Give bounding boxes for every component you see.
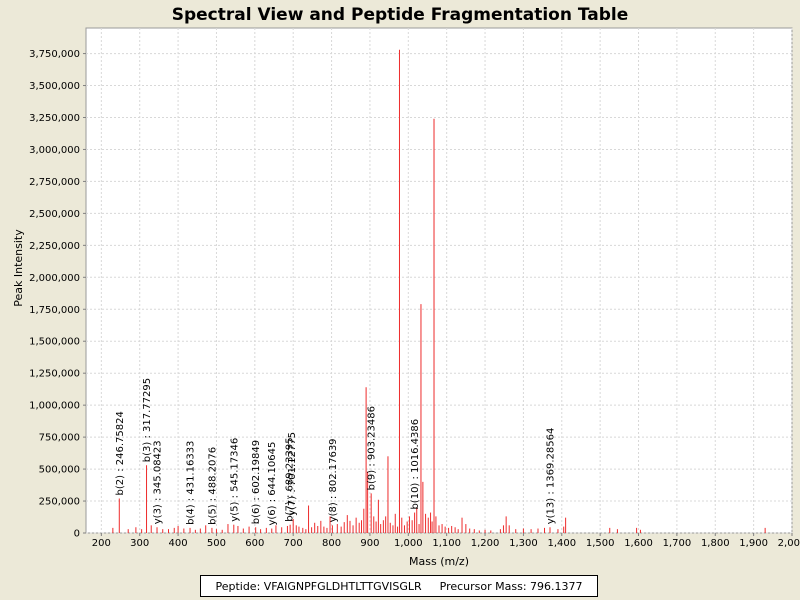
- y-tick-label: 1,750,000: [29, 305, 80, 316]
- peaks: [112, 49, 766, 533]
- y-tick-label: 250,000: [39, 497, 80, 508]
- fragment-label: b(10) : 1016.4386: [410, 419, 421, 510]
- fragment-label: b(7) : 689.23395: [284, 437, 295, 521]
- x-tick-label: 1,600: [624, 538, 653, 549]
- x-tick-label: 400: [169, 538, 188, 549]
- x-tick-label: 1,300: [509, 538, 538, 549]
- y-tick-label: 3,250,000: [29, 113, 80, 124]
- y-tick-label: 1,500,000: [29, 337, 80, 348]
- x-tick-label: 1,800: [701, 538, 730, 549]
- x-tick-label: 1,000: [394, 538, 423, 549]
- y-tick-label: 2,000,000: [29, 273, 80, 284]
- y-tick-label: 3,750,000: [29, 49, 80, 60]
- x-axis-ticks: 200 300 400 500 600 700 800 900 1,000 1,100 1,200 1…: [92, 533, 800, 549]
- y-tick-label: 2,750,000: [29, 177, 80, 188]
- x-tick-label: 1,200: [471, 538, 500, 549]
- y-tick-label: 3,500,000: [29, 81, 80, 92]
- plot-area: [85, 27, 793, 534]
- y-tick-label: 1,250,000: [29, 369, 80, 380]
- y-tick-label: 0: [74, 529, 80, 540]
- x-tick-label: 1,500: [586, 538, 615, 549]
- x-tick-label: 1,900: [739, 538, 768, 549]
- x-tick-label: 1,400: [547, 538, 576, 549]
- peptide-sequence: Peptide: VFAIGNPFGLDHTLTTGVISGLR: [215, 579, 422, 593]
- y-tick-label: 1,000,000: [29, 401, 80, 412]
- y-axis-label: Peak Intensity: [12, 229, 25, 307]
- x-tick-label: 600: [245, 538, 264, 549]
- fragment-label: b(3) : 317.77295: [142, 378, 153, 462]
- fragment-label: y(13) : 1369.28564: [545, 428, 556, 525]
- y-tick-label: 2,250,000: [29, 241, 80, 252]
- x-tick-label: 900: [360, 538, 379, 549]
- x-tick-label: 1,700: [663, 538, 692, 549]
- fragment-label: y(3) : 345.08423: [153, 440, 164, 524]
- y-tick-label: 3,000,000: [29, 145, 80, 156]
- x-tick-label: 800: [322, 538, 341, 549]
- y-tick-label: 750,000: [39, 433, 80, 444]
- peptide-legend: Peptide: VFAIGNPFGLDHTLTTGVISGLR Precurs…: [200, 575, 598, 597]
- x-tick-label: 2,000: [778, 538, 800, 549]
- x-tick-label: 700: [284, 538, 303, 549]
- fragment-label: y(7) : 701.12775: [287, 432, 298, 516]
- fragment-label: b(2) : 246.75824: [115, 411, 126, 495]
- x-tick-label: 1,100: [432, 538, 461, 549]
- x-tick-label: 300: [130, 538, 149, 549]
- precursor-mass: Precursor Mass: 796.1377: [439, 579, 583, 593]
- fragment-label: y(5) : 545.17346: [229, 438, 240, 522]
- x-tick-label: 200: [92, 538, 111, 549]
- y-tick-label: 500,000: [39, 465, 80, 476]
- fragment-label: b(6) : 602.19849: [251, 440, 262, 524]
- fragment-label: y(6) : 644.10645: [267, 442, 278, 526]
- y-axis-ticks: 0 250,000 500,000 750,000 1,000,000 1,250,000…: [29, 49, 86, 540]
- x-tick-label: 500: [207, 538, 226, 549]
- y-tick-label: 2,500,000: [29, 209, 80, 220]
- fragment-label: b(5) : 488.2076: [207, 447, 218, 525]
- chart-title: Spectral View and Peptide Fragmentation …: [172, 5, 629, 25]
- fragment-label: y(8) : 802.17639: [328, 438, 339, 522]
- grid: [86, 28, 793, 534]
- fragment-label: b(4) : 431.16333: [186, 441, 197, 525]
- x-axis-label: Mass (m/z): [409, 555, 469, 568]
- fragment-label: b(9) : 903.23486: [367, 406, 378, 490]
